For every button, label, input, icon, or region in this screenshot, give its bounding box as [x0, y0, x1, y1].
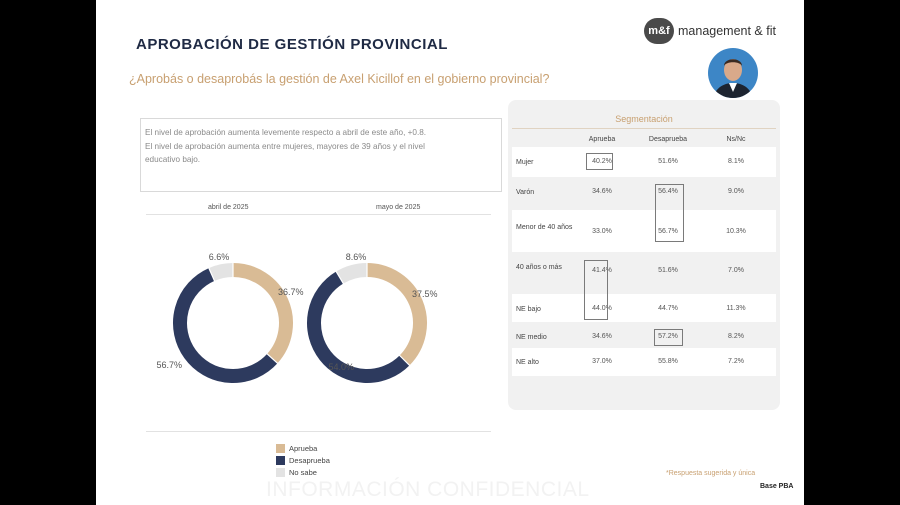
legend-item: No sabe — [276, 466, 330, 478]
table-cell: 7.2% — [728, 358, 744, 365]
chart-legend: Aprueba Desaprueba No sabe — [276, 442, 330, 478]
donut-slice-no-sabe — [208, 263, 234, 282]
page-title: APROBACIÓN DE GESTIÓN PROVINCIAL — [136, 36, 448, 53]
donut-slice-desaprueba — [173, 268, 278, 383]
row-label: Menor de 40 años — [516, 224, 573, 231]
footnote: *Respuesta sugerida y única — [666, 470, 756, 477]
summary-line: educativo bajo. — [145, 155, 201, 164]
table-cell: 51.6% — [658, 267, 678, 274]
table-cell: 9.0% — [728, 188, 744, 195]
slide: APROBACIÓN DE GESTIÓN PROVINCIAL ¿Aprobá… — [96, 0, 804, 505]
divider — [146, 431, 491, 432]
chart-title-may: mayo de 2025 — [376, 204, 421, 211]
table-cell: 55.8% — [658, 358, 678, 365]
legend-swatch — [276, 455, 285, 465]
divider — [146, 214, 491, 215]
row-label: NE medio — [516, 334, 547, 341]
legend-label: No sabe — [289, 467, 317, 477]
summary-line: El nivel de aprobación aumenta entre muj… — [145, 142, 425, 151]
logo-mark: m&f — [644, 18, 674, 44]
table-cell: 33.0% — [592, 228, 612, 235]
donut-slice-no-sabe — [336, 263, 368, 284]
politician-portrait — [708, 48, 758, 98]
donut-charts: 36.7% 56.7% 6.6% 37.5% 54.0% 8.6% — [156, 252, 438, 383]
table-cell: 56.4% — [658, 188, 678, 195]
row-band — [512, 210, 776, 252]
row-label: NE bajo — [516, 306, 541, 313]
base-label: Base PBA — [760, 483, 794, 490]
donut-data-label: 36.7% — [278, 287, 304, 297]
legend-label: Desaprueba — [289, 455, 330, 465]
slice-separator — [265, 352, 279, 365]
table-cell: 44.7% — [658, 305, 678, 312]
column-header: Ns/Nc — [726, 136, 746, 143]
row-label: 40 años o más — [516, 264, 562, 271]
slice-separator — [335, 270, 345, 285]
table-cell: 57.2% — [658, 333, 678, 340]
donut-slice-desaprueba — [307, 271, 410, 383]
table-cell: 37.0% — [592, 358, 612, 365]
row-label: Varón — [516, 189, 535, 196]
table-cell: 8.2% — [728, 333, 744, 340]
summary-box: El nivel de aprobación aumenta levemente… — [140, 118, 502, 192]
table-cell: 51.6% — [658, 158, 678, 165]
donut-data-label: 54.0% — [328, 362, 354, 372]
table-cell: 40.2% — [592, 158, 612, 165]
legend-label: Aprueba — [289, 443, 318, 453]
column-header: Desaprueba — [648, 136, 688, 143]
legend-swatch — [276, 443, 285, 453]
table-cell: 56.7% — [658, 228, 678, 235]
logo-text: management & fit — [678, 24, 776, 38]
table-cell: 41.4% — [592, 267, 612, 274]
donut-slice-aprueba — [232, 263, 293, 364]
legend-swatch — [276, 467, 285, 477]
row-band — [512, 294, 776, 322]
highlight-box — [586, 153, 613, 170]
donut-data-label: 6.6% — [209, 252, 230, 262]
table-cell: 34.6% — [592, 188, 612, 195]
row-label: Mujer — [516, 159, 534, 166]
column-header: Aprueba — [588, 136, 616, 143]
donut-data-label: 8.6% — [346, 252, 367, 262]
row-band — [512, 348, 776, 376]
table-cell: 7.0% — [728, 267, 744, 274]
row-label: NE alto — [516, 359, 539, 366]
segmentation-title: Segmentación — [615, 114, 673, 124]
highlight-box — [655, 184, 684, 242]
donut-slice-aprueba — [366, 263, 427, 366]
table-cell: 10.3% — [726, 228, 746, 235]
slice-separator — [398, 354, 411, 367]
table-cell: 34.6% — [592, 333, 612, 340]
legend-item: Desaprueba — [276, 454, 330, 466]
brand-logo: m&f management & fit — [644, 18, 776, 44]
summary-line: El nivel de aprobación aumenta levemente… — [145, 128, 427, 137]
survey-question: ¿Aprobás o desaprobás la gestión de Axel… — [129, 72, 550, 86]
watermark: INFORMACIÓN CONFIDENCIAL — [266, 478, 590, 501]
legend-item: Aprueba — [276, 442, 330, 454]
table-cell: 11.3% — [726, 305, 746, 312]
chart-title-april: abril de 2025 — [208, 204, 249, 211]
donut-data-label: 37.5% — [412, 289, 438, 299]
slice-separator — [207, 266, 216, 283]
divider — [512, 128, 776, 129]
table-cell: 8.1% — [728, 158, 744, 165]
table-cell: 44.0% — [592, 305, 612, 312]
segmentation-panel: Segmentación Aprueba Desaprueba Ns/Nc Mu… — [508, 100, 780, 410]
highlight-box — [584, 260, 608, 320]
donut-data-label: 56.7% — [156, 360, 182, 370]
row-band — [512, 147, 776, 177]
highlight-box — [654, 329, 683, 346]
